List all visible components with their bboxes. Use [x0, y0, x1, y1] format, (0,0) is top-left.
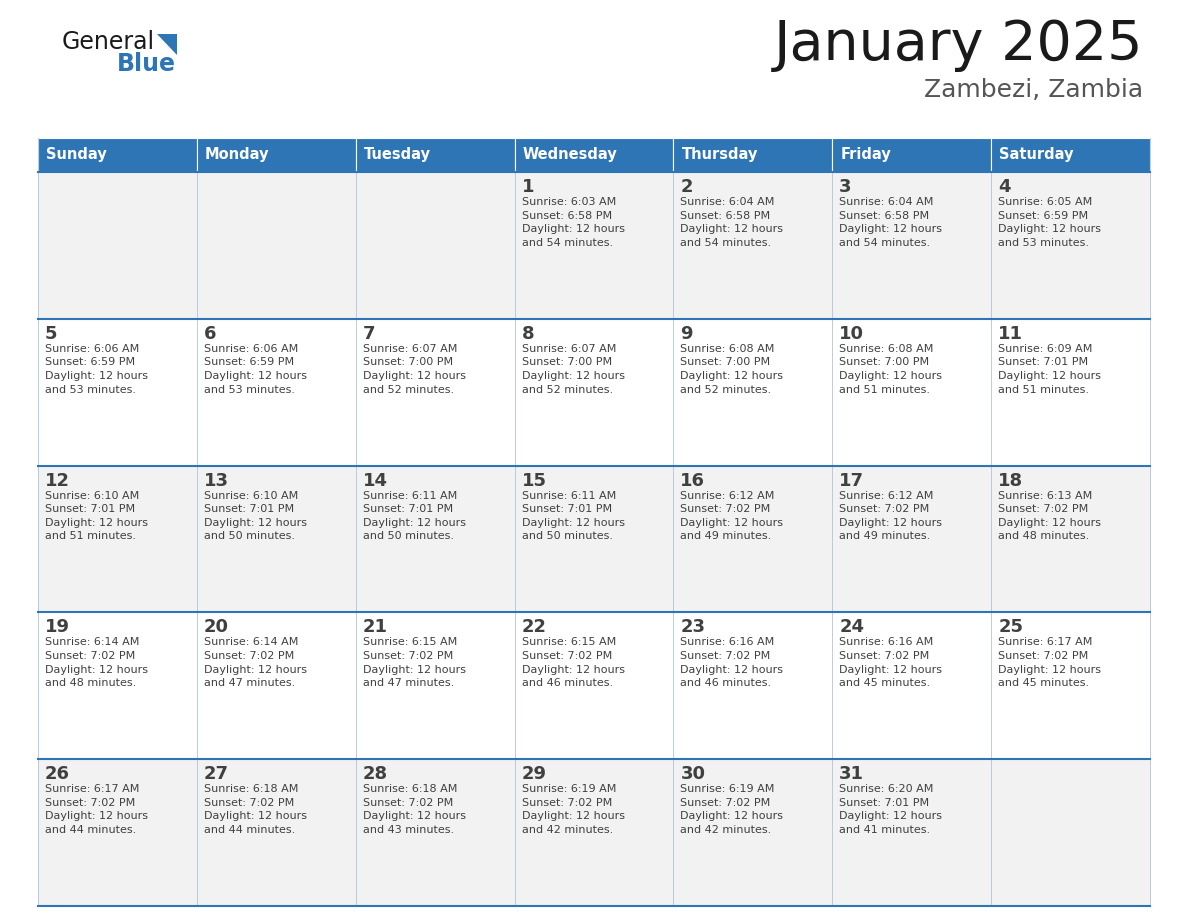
- Text: 8: 8: [522, 325, 535, 342]
- Text: Sunrise: 6:15 AM
Sunset: 7:02 PM
Daylight: 12 hours
and 46 minutes.: Sunrise: 6:15 AM Sunset: 7:02 PM Dayligh…: [522, 637, 625, 688]
- Text: 17: 17: [839, 472, 865, 489]
- Bar: [38, 612, 1150, 759]
- Text: 24: 24: [839, 619, 865, 636]
- Text: 26: 26: [45, 766, 70, 783]
- Text: Sunrise: 6:19 AM
Sunset: 7:02 PM
Daylight: 12 hours
and 42 minutes.: Sunrise: 6:19 AM Sunset: 7:02 PM Dayligh…: [522, 784, 625, 835]
- Text: 3: 3: [839, 178, 852, 196]
- Text: Sunrise: 6:03 AM
Sunset: 6:58 PM
Daylight: 12 hours
and 54 minutes.: Sunrise: 6:03 AM Sunset: 6:58 PM Dayligh…: [522, 197, 625, 248]
- Text: Friday: Friday: [840, 148, 891, 162]
- Text: Thursday: Thursday: [682, 148, 758, 162]
- Polygon shape: [157, 34, 177, 55]
- Text: 28: 28: [362, 766, 387, 783]
- Text: Sunday: Sunday: [46, 148, 107, 162]
- Text: 27: 27: [204, 766, 229, 783]
- Text: 10: 10: [839, 325, 865, 342]
- Text: Sunrise: 6:09 AM
Sunset: 7:01 PM
Daylight: 12 hours
and 51 minutes.: Sunrise: 6:09 AM Sunset: 7:01 PM Dayligh…: [998, 344, 1101, 395]
- Bar: [355, 138, 514, 172]
- Text: Sunrise: 6:20 AM
Sunset: 7:01 PM
Daylight: 12 hours
and 41 minutes.: Sunrise: 6:20 AM Sunset: 7:01 PM Dayligh…: [839, 784, 942, 835]
- Text: Sunrise: 6:08 AM
Sunset: 7:00 PM
Daylight: 12 hours
and 51 minutes.: Sunrise: 6:08 AM Sunset: 7:00 PM Dayligh…: [839, 344, 942, 395]
- Text: Sunrise: 6:06 AM
Sunset: 6:59 PM
Daylight: 12 hours
and 53 minutes.: Sunrise: 6:06 AM Sunset: 6:59 PM Dayligh…: [204, 344, 307, 395]
- Bar: [38, 172, 1150, 319]
- Text: Sunrise: 6:18 AM
Sunset: 7:02 PM
Daylight: 12 hours
and 44 minutes.: Sunrise: 6:18 AM Sunset: 7:02 PM Dayligh…: [204, 784, 307, 835]
- Bar: [38, 465, 1150, 612]
- Text: Blue: Blue: [116, 52, 176, 76]
- Text: 29: 29: [522, 766, 546, 783]
- Bar: [514, 138, 674, 172]
- Text: Sunrise: 6:11 AM
Sunset: 7:01 PM
Daylight: 12 hours
and 50 minutes.: Sunrise: 6:11 AM Sunset: 7:01 PM Dayligh…: [362, 490, 466, 542]
- Text: 20: 20: [204, 619, 229, 636]
- Text: Sunrise: 6:07 AM
Sunset: 7:00 PM
Daylight: 12 hours
and 52 minutes.: Sunrise: 6:07 AM Sunset: 7:00 PM Dayligh…: [522, 344, 625, 395]
- Text: 14: 14: [362, 472, 387, 489]
- Text: Sunrise: 6:12 AM
Sunset: 7:02 PM
Daylight: 12 hours
and 49 minutes.: Sunrise: 6:12 AM Sunset: 7:02 PM Dayligh…: [839, 490, 942, 542]
- Text: Sunrise: 6:15 AM
Sunset: 7:02 PM
Daylight: 12 hours
and 47 minutes.: Sunrise: 6:15 AM Sunset: 7:02 PM Dayligh…: [362, 637, 466, 688]
- Bar: [38, 138, 197, 172]
- Text: Sunrise: 6:10 AM
Sunset: 7:01 PM
Daylight: 12 hours
and 51 minutes.: Sunrise: 6:10 AM Sunset: 7:01 PM Dayligh…: [45, 490, 148, 542]
- Text: 1: 1: [522, 178, 535, 196]
- Text: 9: 9: [681, 325, 693, 342]
- Text: Monday: Monday: [204, 148, 270, 162]
- Text: 2: 2: [681, 178, 693, 196]
- Text: 25: 25: [998, 619, 1023, 636]
- Text: Wednesday: Wednesday: [523, 148, 618, 162]
- Text: Sunrise: 6:16 AM
Sunset: 7:02 PM
Daylight: 12 hours
and 45 minutes.: Sunrise: 6:16 AM Sunset: 7:02 PM Dayligh…: [839, 637, 942, 688]
- Text: 5: 5: [45, 325, 57, 342]
- Text: Sunrise: 6:10 AM
Sunset: 7:01 PM
Daylight: 12 hours
and 50 minutes.: Sunrise: 6:10 AM Sunset: 7:01 PM Dayligh…: [204, 490, 307, 542]
- Text: 13: 13: [204, 472, 229, 489]
- Text: Sunrise: 6:06 AM
Sunset: 6:59 PM
Daylight: 12 hours
and 53 minutes.: Sunrise: 6:06 AM Sunset: 6:59 PM Dayligh…: [45, 344, 148, 395]
- Text: Sunrise: 6:07 AM
Sunset: 7:00 PM
Daylight: 12 hours
and 52 minutes.: Sunrise: 6:07 AM Sunset: 7:00 PM Dayligh…: [362, 344, 466, 395]
- Text: 31: 31: [839, 766, 865, 783]
- Text: 7: 7: [362, 325, 375, 342]
- Text: 4: 4: [998, 178, 1011, 196]
- Bar: [38, 759, 1150, 906]
- Text: 18: 18: [998, 472, 1023, 489]
- Text: Sunrise: 6:05 AM
Sunset: 6:59 PM
Daylight: 12 hours
and 53 minutes.: Sunrise: 6:05 AM Sunset: 6:59 PM Dayligh…: [998, 197, 1101, 248]
- Bar: [38, 319, 1150, 465]
- Text: Sunrise: 6:08 AM
Sunset: 7:00 PM
Daylight: 12 hours
and 52 minutes.: Sunrise: 6:08 AM Sunset: 7:00 PM Dayligh…: [681, 344, 783, 395]
- Text: Sunrise: 6:12 AM
Sunset: 7:02 PM
Daylight: 12 hours
and 49 minutes.: Sunrise: 6:12 AM Sunset: 7:02 PM Dayligh…: [681, 490, 783, 542]
- Text: Sunrise: 6:14 AM
Sunset: 7:02 PM
Daylight: 12 hours
and 48 minutes.: Sunrise: 6:14 AM Sunset: 7:02 PM Dayligh…: [45, 637, 148, 688]
- Text: 12: 12: [45, 472, 70, 489]
- Text: Sunrise: 6:04 AM
Sunset: 6:58 PM
Daylight: 12 hours
and 54 minutes.: Sunrise: 6:04 AM Sunset: 6:58 PM Dayligh…: [839, 197, 942, 248]
- Text: 15: 15: [522, 472, 546, 489]
- Text: Sunrise: 6:13 AM
Sunset: 7:02 PM
Daylight: 12 hours
and 48 minutes.: Sunrise: 6:13 AM Sunset: 7:02 PM Dayligh…: [998, 490, 1101, 542]
- Bar: [833, 138, 991, 172]
- Text: January 2025: January 2025: [773, 18, 1143, 72]
- Text: Sunrise: 6:16 AM
Sunset: 7:02 PM
Daylight: 12 hours
and 46 minutes.: Sunrise: 6:16 AM Sunset: 7:02 PM Dayligh…: [681, 637, 783, 688]
- Text: 16: 16: [681, 472, 706, 489]
- Text: Sunrise: 6:17 AM
Sunset: 7:02 PM
Daylight: 12 hours
and 45 minutes.: Sunrise: 6:17 AM Sunset: 7:02 PM Dayligh…: [998, 637, 1101, 688]
- Text: Sunrise: 6:11 AM
Sunset: 7:01 PM
Daylight: 12 hours
and 50 minutes.: Sunrise: 6:11 AM Sunset: 7:01 PM Dayligh…: [522, 490, 625, 542]
- Text: 23: 23: [681, 619, 706, 636]
- Text: 11: 11: [998, 325, 1023, 342]
- Text: 6: 6: [204, 325, 216, 342]
- Text: 22: 22: [522, 619, 546, 636]
- Text: Zambezi, Zambia: Zambezi, Zambia: [924, 78, 1143, 102]
- Text: 19: 19: [45, 619, 70, 636]
- Text: Sunrise: 6:14 AM
Sunset: 7:02 PM
Daylight: 12 hours
and 47 minutes.: Sunrise: 6:14 AM Sunset: 7:02 PM Dayligh…: [204, 637, 307, 688]
- Bar: [197, 138, 355, 172]
- Text: Sunrise: 6:04 AM
Sunset: 6:58 PM
Daylight: 12 hours
and 54 minutes.: Sunrise: 6:04 AM Sunset: 6:58 PM Dayligh…: [681, 197, 783, 248]
- Text: 21: 21: [362, 619, 387, 636]
- Text: Tuesday: Tuesday: [364, 148, 431, 162]
- Text: Saturday: Saturday: [999, 148, 1074, 162]
- Text: 30: 30: [681, 766, 706, 783]
- Text: General: General: [62, 30, 156, 54]
- Bar: [991, 138, 1150, 172]
- Text: Sunrise: 6:19 AM
Sunset: 7:02 PM
Daylight: 12 hours
and 42 minutes.: Sunrise: 6:19 AM Sunset: 7:02 PM Dayligh…: [681, 784, 783, 835]
- Text: Sunrise: 6:17 AM
Sunset: 7:02 PM
Daylight: 12 hours
and 44 minutes.: Sunrise: 6:17 AM Sunset: 7:02 PM Dayligh…: [45, 784, 148, 835]
- Bar: [674, 138, 833, 172]
- Text: Sunrise: 6:18 AM
Sunset: 7:02 PM
Daylight: 12 hours
and 43 minutes.: Sunrise: 6:18 AM Sunset: 7:02 PM Dayligh…: [362, 784, 466, 835]
